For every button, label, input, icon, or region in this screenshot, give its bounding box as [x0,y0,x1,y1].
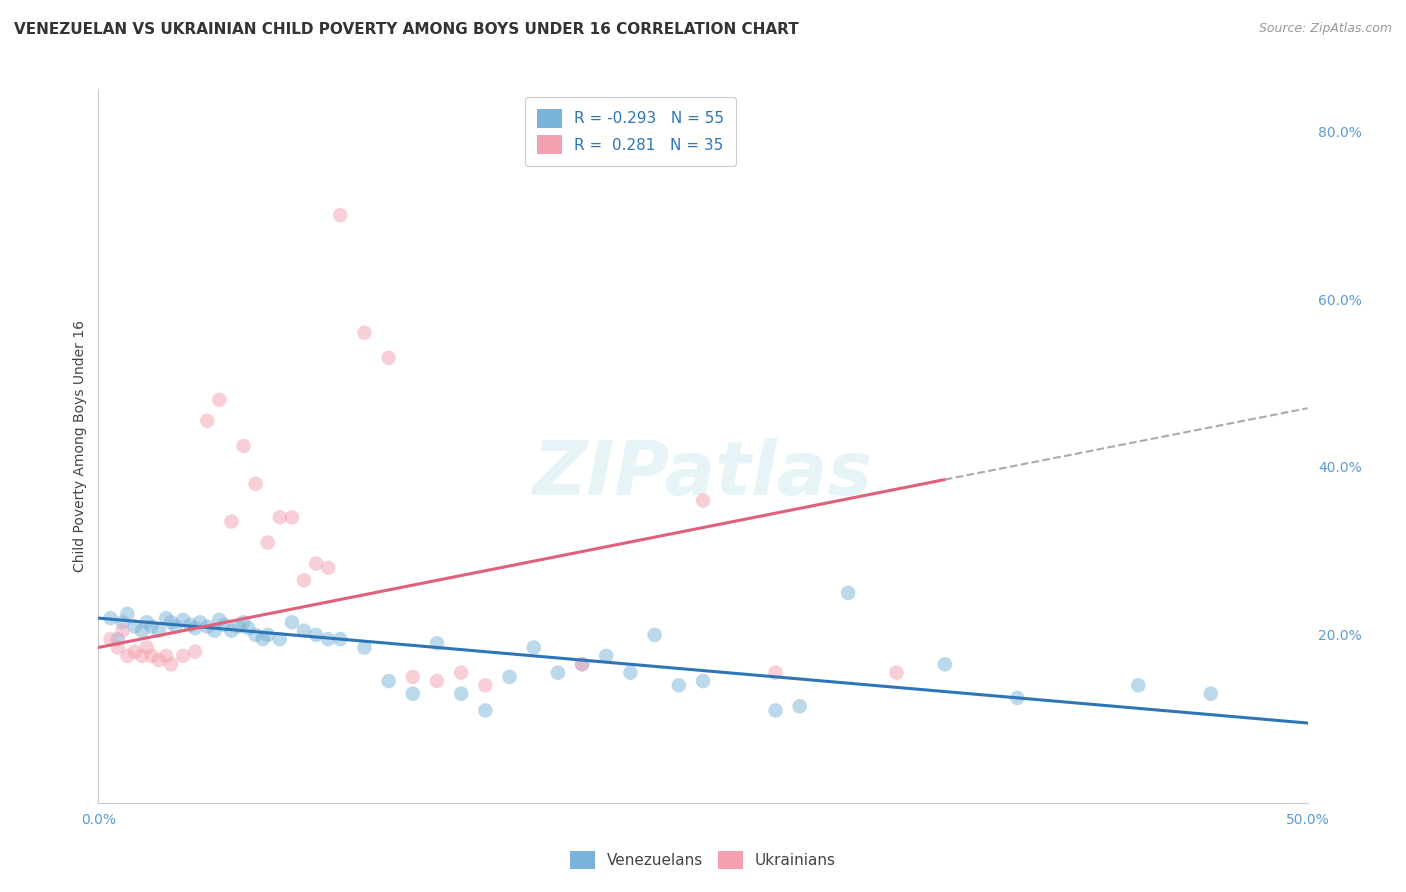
Point [292,574,315,588]
Point [353,326,375,340]
Point [523,640,546,655]
Point [107,640,129,655]
Point [1128,678,1150,692]
Point [204,624,226,638]
Point [107,632,129,646]
Point [377,674,399,689]
Point [165,619,187,633]
Point [474,703,496,717]
Point [571,657,593,672]
Point [402,687,425,701]
Point [305,628,328,642]
Point [232,439,254,453]
Point [232,615,254,630]
Point [124,619,146,633]
Point [245,628,267,642]
Point [256,535,278,549]
Point [305,557,328,571]
Point [141,619,163,633]
Point [547,665,569,680]
Point [208,392,231,407]
Point [100,611,122,625]
Point [474,678,496,692]
Point [644,628,666,642]
Point [692,493,714,508]
Point [426,674,449,689]
Point [571,657,593,672]
Point [377,351,399,365]
Text: Source: ZipAtlas.com: Source: ZipAtlas.com [1258,22,1392,36]
Point [402,670,425,684]
Point [353,640,375,655]
Point [692,674,714,689]
Point [281,510,304,524]
Point [221,624,243,638]
Point [124,645,146,659]
Point [450,665,472,680]
Point [172,648,194,663]
Point [228,619,250,633]
Point [155,648,177,663]
Point [195,619,218,633]
Point [934,657,956,672]
Point [221,515,243,529]
Point [111,615,134,630]
Point [172,613,194,627]
Legend: R = -0.293   N = 55, R =  0.281   N = 35: R = -0.293 N = 55, R = 0.281 N = 35 [524,97,735,166]
Point [316,632,339,646]
Legend: Venezuelans, Ukrainians: Venezuelans, Ukrainians [564,845,842,875]
Point [292,624,315,638]
Point [789,699,811,714]
Point [595,648,617,663]
Y-axis label: Child Poverty Among Boys Under 16: Child Poverty Among Boys Under 16 [73,320,87,572]
Point [131,624,153,638]
Point [765,665,787,680]
Text: VENEZUELAN VS UKRAINIAN CHILD POVERTY AMONG BOYS UNDER 16 CORRELATION CHART: VENEZUELAN VS UKRAINIAN CHILD POVERTY AM… [14,22,799,37]
Point [141,648,163,663]
Point [450,687,472,701]
Point [135,640,157,655]
Point [426,636,449,650]
Point [179,617,201,632]
Point [148,653,170,667]
Point [316,560,339,574]
Point [195,414,218,428]
Point [155,611,177,625]
Point [498,670,520,684]
Point [269,632,291,646]
Point [184,621,207,635]
Point [184,645,207,659]
Point [160,615,183,630]
Text: ZIPatlas: ZIPatlas [533,438,873,511]
Point [252,632,274,646]
Point [148,624,170,638]
Point [245,476,267,491]
Point [131,648,153,663]
Point [188,615,211,630]
Point [1199,687,1222,701]
Point [765,703,787,717]
Point [619,665,641,680]
Point [117,607,139,621]
Point [281,615,304,630]
Point [668,678,690,692]
Point [329,208,352,222]
Point [208,613,231,627]
Point [117,648,139,663]
Point [135,615,157,630]
Point [111,624,134,638]
Point [329,632,352,646]
Point [256,628,278,642]
Point [238,621,260,635]
Point [160,657,183,672]
Point [269,510,291,524]
Point [837,586,859,600]
Point [886,665,908,680]
Point [212,617,235,632]
Point [1007,690,1029,705]
Point [100,632,122,646]
